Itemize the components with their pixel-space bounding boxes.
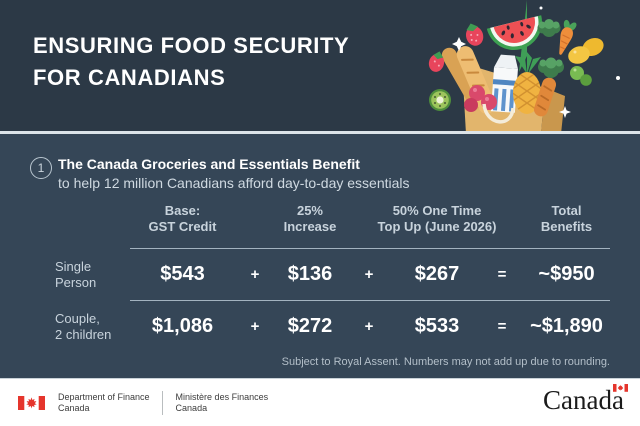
cherries-icon bbox=[464, 85, 497, 112]
content-panel: 1 The Canada Groceries and Essentials Be… bbox=[0, 134, 640, 378]
row-label-couple-2-children: Couple, 2 children bbox=[55, 310, 112, 342]
milk-carton-icon bbox=[490, 54, 518, 113]
footer: Department of Finance Canada Ministère d… bbox=[0, 378, 640, 426]
department-name-french: Ministère des Finances Canada bbox=[175, 391, 269, 413]
green-apples-icon bbox=[570, 66, 592, 86]
signature-divider bbox=[161, 390, 163, 415]
section-heading: 1 The Canada Groceries and Essentials Be… bbox=[0, 134, 640, 193]
section-subtitle: to help 12 million Canadians afford day-… bbox=[58, 175, 410, 191]
single-top-up-value: $267 bbox=[414, 263, 460, 285]
table-divider bbox=[130, 300, 610, 301]
equals-operator: = bbox=[497, 318, 507, 335]
lemons-icon bbox=[568, 38, 604, 64]
plus-operator: + bbox=[250, 318, 260, 335]
single-increase-value: $136 bbox=[287, 263, 333, 285]
canada-flag-icon bbox=[18, 395, 45, 410]
plus-operator: + bbox=[364, 318, 374, 335]
section-title: The Canada Groceries and Essentials Bene… bbox=[58, 156, 360, 172]
row-label-single-person: Single Person bbox=[55, 258, 97, 290]
table-divider bbox=[130, 248, 610, 249]
groceries-illustration bbox=[428, 0, 620, 131]
column-header-base-gst-credit: Base: GST Credit bbox=[148, 203, 217, 234]
kiwi-icon bbox=[429, 89, 451, 111]
column-header-total-benefits: Total Benefits bbox=[540, 203, 593, 234]
plus-operator: + bbox=[250, 266, 260, 283]
page-title-line1: ENSURING FOOD SECURITY bbox=[33, 33, 350, 58]
column-header-25-increase: 25% Increase bbox=[283, 203, 337, 234]
carrot-icon bbox=[559, 19, 577, 55]
single-total-value: ~$950 bbox=[538, 263, 595, 285]
page-title-line2: FOR CANADIANS bbox=[33, 65, 226, 90]
broccoli-icon bbox=[537, 19, 561, 37]
footnote: Subject to Royal Assent. Numbers may not… bbox=[281, 356, 610, 368]
canada-wordmark: Canada bbox=[543, 384, 628, 418]
canada-wordmark-flag-icon bbox=[613, 384, 628, 392]
broccoli-icon bbox=[538, 57, 564, 78]
plus-operator: + bbox=[364, 266, 374, 283]
header-banner: ENSURING FOOD SECURITY FOR CANADIANS bbox=[0, 0, 640, 134]
page-title: ENSURING FOOD SECURITY FOR CANADIANS bbox=[0, 0, 640, 94]
strawberry-icon bbox=[428, 51, 445, 72]
couple-total-value: ~$1,890 bbox=[530, 315, 603, 337]
department-name-english: Department of Finance Canada bbox=[58, 391, 150, 413]
equals-operator: = bbox=[497, 266, 507, 283]
sparkle-icon bbox=[452, 6, 620, 118]
strawberry-icon bbox=[465, 23, 484, 46]
bread-loaf-icon bbox=[533, 77, 557, 117]
couple-base-value: $1,086 bbox=[151, 315, 214, 337]
couple-top-up-value: $533 bbox=[414, 315, 460, 337]
bag-handle-icon bbox=[482, 103, 515, 124]
couple-increase-value: $272 bbox=[287, 315, 333, 337]
single-base-value: $543 bbox=[160, 263, 205, 285]
section-number-badge: 1 bbox=[30, 157, 52, 179]
benefits-table: Base: GST Credit 25% Increase 50% One Ti… bbox=[55, 203, 610, 352]
watermelon-icon bbox=[486, 15, 542, 50]
government-signature: Department of Finance Canada Ministère d… bbox=[18, 390, 269, 415]
column-header-50-top-up: 50% One Time Top Up (June 2026) bbox=[377, 203, 497, 234]
